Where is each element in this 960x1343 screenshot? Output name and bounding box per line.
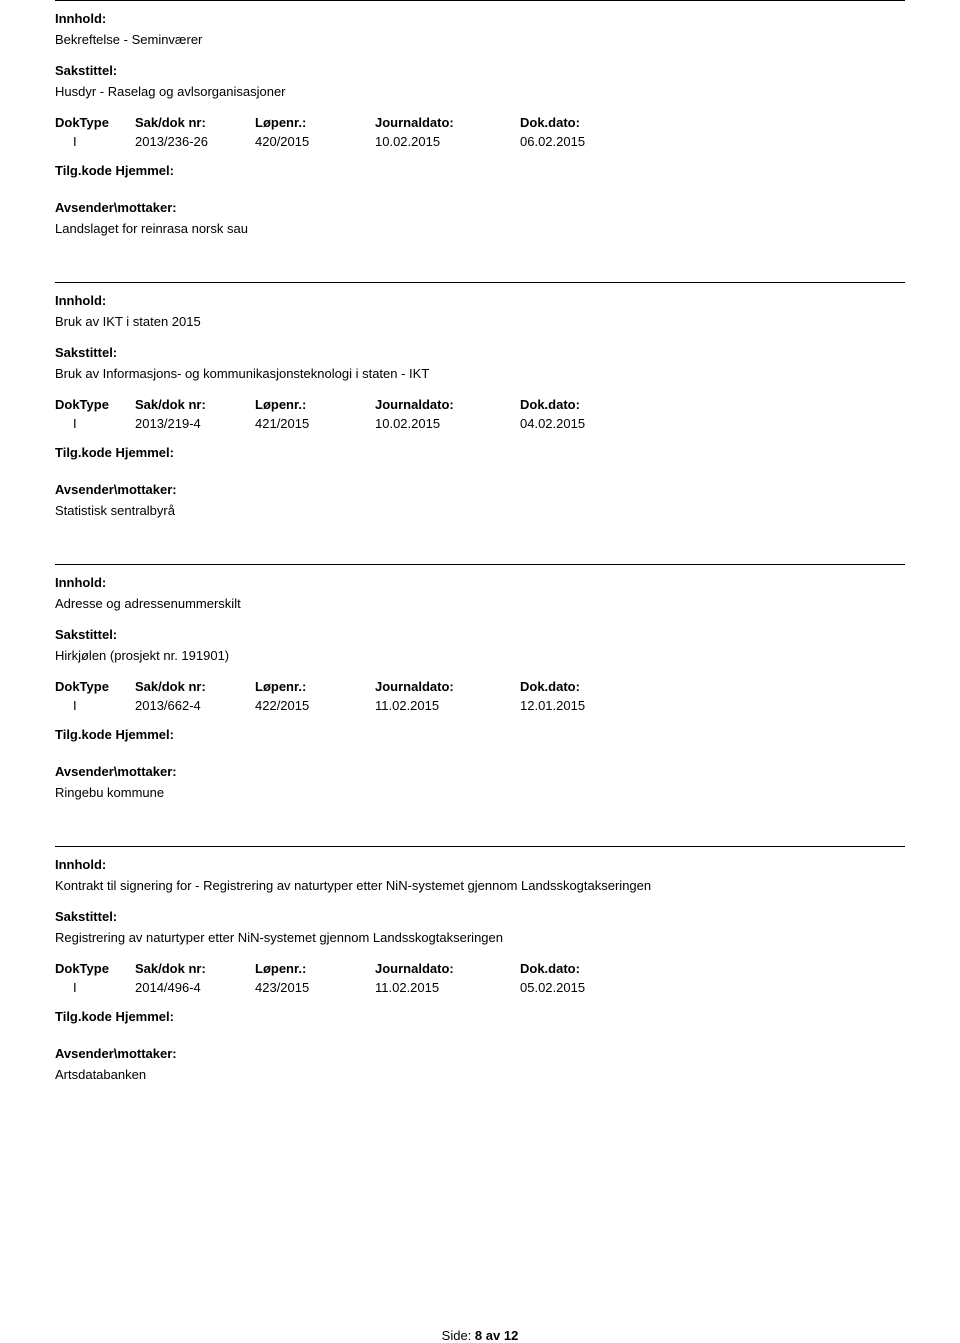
- innhold-label: Innhold:: [55, 293, 905, 308]
- journal-record: Innhold: Adresse og adressenummerskilt S…: [55, 564, 905, 846]
- row-values: I 2014/496-4 423/2015 11.02.2015 05.02.2…: [55, 980, 905, 995]
- saknr-header: Sak/dok nr:: [135, 115, 255, 130]
- row-values: I 2013/662-4 422/2015 11.02.2015 12.01.2…: [55, 698, 905, 713]
- doktype-value: I: [55, 698, 135, 713]
- journaldato-value: 10.02.2015: [375, 416, 520, 431]
- row-values: I 2013/219-4 421/2015 10.02.2015 04.02.2…: [55, 416, 905, 431]
- lopenr-value: 421/2015: [255, 416, 375, 431]
- dokdato-header: Dok.dato:: [520, 115, 665, 130]
- saknr-header: Sak/dok nr:: [135, 679, 255, 694]
- dokdato-header: Dok.dato:: [520, 961, 665, 976]
- side-label: Side:: [442, 1328, 472, 1343]
- dokdato-value: 05.02.2015: [520, 980, 665, 995]
- doktype-header: DokType: [55, 397, 135, 412]
- journaldato-value: 11.02.2015: [375, 980, 520, 995]
- saknr-header: Sak/dok nr:: [135, 961, 255, 976]
- sakstittel-label: Sakstittel:: [55, 627, 905, 642]
- innhold-label: Innhold:: [55, 575, 905, 590]
- sakstittel-label: Sakstittel:: [55, 63, 905, 78]
- journaldato-value: 10.02.2015: [375, 134, 520, 149]
- tilgkode-hjemmel: Tilg.kode Hjemmel:: [55, 1009, 905, 1024]
- doktype-value: I: [55, 980, 135, 995]
- journal-record: Innhold: Kontrakt til signering for - Re…: [55, 846, 905, 1128]
- journaldato-header: Journaldato:: [375, 679, 520, 694]
- dokdato-value: 12.01.2015: [520, 698, 665, 713]
- hjemmel-label: Hjemmel:: [115, 445, 174, 460]
- dokdato-header: Dok.dato:: [520, 679, 665, 694]
- row-headers: DokType Sak/dok nr: Løpenr.: Journaldato…: [55, 115, 905, 130]
- avsender-label: Avsender\mottaker:: [55, 482, 905, 497]
- tilgkode-label: Tilg.kode: [55, 163, 112, 178]
- lopenr-header: Løpenr.:: [255, 679, 375, 694]
- innhold-value: Bekreftelse - Seminværer: [55, 32, 905, 47]
- innhold-label: Innhold:: [55, 11, 905, 26]
- sakstittel-value: Registrering av naturtyper etter NiN-sys…: [55, 930, 905, 945]
- journaldato-header: Journaldato:: [375, 115, 520, 130]
- avsender-label: Avsender\mottaker:: [55, 764, 905, 779]
- row-headers: DokType Sak/dok nr: Løpenr.: Journaldato…: [55, 397, 905, 412]
- avsender-value: Statistisk sentralbyrå: [55, 503, 905, 518]
- journaldato-value: 11.02.2015: [375, 698, 520, 713]
- sakstittel-value: Hirkjølen (prosjekt nr. 191901): [55, 648, 905, 663]
- lopenr-header: Løpenr.:: [255, 961, 375, 976]
- lopenr-value: 420/2015: [255, 134, 375, 149]
- doktype-header: DokType: [55, 115, 135, 130]
- innhold-value: Bruk av IKT i staten 2015: [55, 314, 905, 329]
- avsender-value: Artsdatabanken: [55, 1067, 905, 1082]
- row-headers: DokType Sak/dok nr: Løpenr.: Journaldato…: [55, 961, 905, 976]
- sakstittel-value: Husdyr - Raselag og avlsorganisasjoner: [55, 84, 905, 99]
- saknr-header: Sak/dok nr:: [135, 397, 255, 412]
- innhold-value: Adresse og adressenummerskilt: [55, 596, 905, 611]
- avsender-value: Ringebu kommune: [55, 785, 905, 800]
- hjemmel-label: Hjemmel:: [115, 163, 174, 178]
- page-total: 12: [504, 1328, 518, 1343]
- page-current: 8: [475, 1328, 482, 1343]
- journaldato-header: Journaldato:: [375, 397, 520, 412]
- journaldato-header: Journaldato:: [375, 961, 520, 976]
- lopenr-value: 423/2015: [255, 980, 375, 995]
- row-values: I 2013/236-26 420/2015 10.02.2015 06.02.…: [55, 134, 905, 149]
- innhold-label: Innhold:: [55, 857, 905, 872]
- page-footer: Side: 8 av 12: [55, 1328, 905, 1343]
- doktype-header: DokType: [55, 961, 135, 976]
- dokdato-value: 06.02.2015: [520, 134, 665, 149]
- hjemmel-label: Hjemmel:: [115, 1009, 174, 1024]
- lopenr-header: Løpenr.:: [255, 115, 375, 130]
- tilgkode-label: Tilg.kode: [55, 1009, 112, 1024]
- innhold-value: Kontrakt til signering for - Registrerin…: [55, 878, 905, 893]
- sakstittel-label: Sakstittel:: [55, 909, 905, 924]
- lopenr-header: Løpenr.:: [255, 397, 375, 412]
- sakstittel-value: Bruk av Informasjons- og kommunikasjonst…: [55, 366, 905, 381]
- saknr-value: 2013/219-4: [135, 416, 255, 431]
- tilgkode-hjemmel: Tilg.kode Hjemmel:: [55, 445, 905, 460]
- doktype-value: I: [55, 134, 135, 149]
- saknr-value: 2013/662-4: [135, 698, 255, 713]
- tilgkode-label: Tilg.kode: [55, 445, 112, 460]
- dokdato-value: 04.02.2015: [520, 416, 665, 431]
- journal-record: Innhold: Bruk av IKT i staten 2015 Sakst…: [55, 282, 905, 564]
- hjemmel-label: Hjemmel:: [115, 727, 174, 742]
- av-label: av: [486, 1328, 500, 1343]
- sakstittel-label: Sakstittel:: [55, 345, 905, 360]
- row-headers: DokType Sak/dok nr: Løpenr.: Journaldato…: [55, 679, 905, 694]
- saknr-value: 2014/496-4: [135, 980, 255, 995]
- tilgkode-hjemmel: Tilg.kode Hjemmel:: [55, 163, 905, 178]
- doktype-header: DokType: [55, 679, 135, 694]
- dokdato-header: Dok.dato:: [520, 397, 665, 412]
- avsender-label: Avsender\mottaker:: [55, 200, 905, 215]
- saknr-value: 2013/236-26: [135, 134, 255, 149]
- journal-record: Innhold: Bekreftelse - Seminværer Saksti…: [55, 0, 905, 282]
- avsender-label: Avsender\mottaker:: [55, 1046, 905, 1061]
- avsender-value: Landslaget for reinrasa norsk sau: [55, 221, 905, 236]
- doktype-value: I: [55, 416, 135, 431]
- lopenr-value: 422/2015: [255, 698, 375, 713]
- tilgkode-label: Tilg.kode: [55, 727, 112, 742]
- tilgkode-hjemmel: Tilg.kode Hjemmel:: [55, 727, 905, 742]
